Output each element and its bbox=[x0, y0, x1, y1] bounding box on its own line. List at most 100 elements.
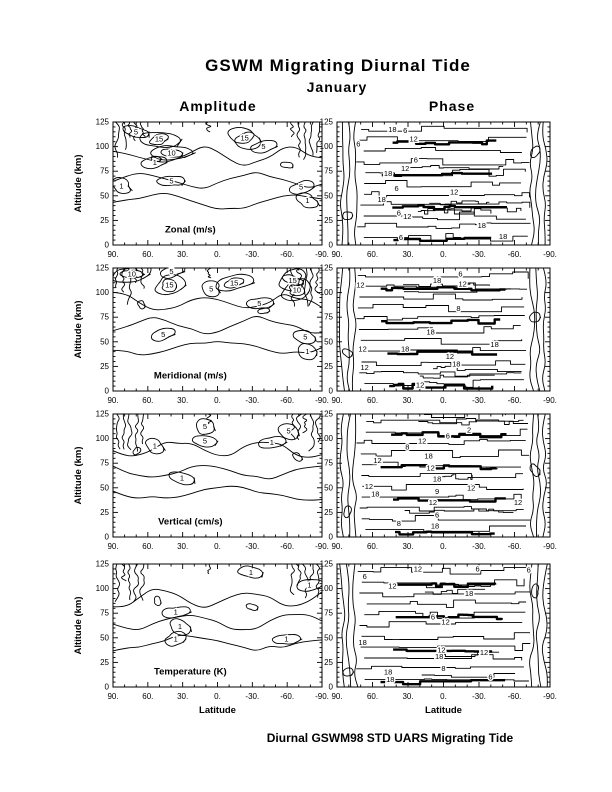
contour-line bbox=[352, 414, 357, 537]
contour-label: 8 bbox=[441, 664, 445, 673]
contour-line bbox=[529, 122, 535, 245]
contour-line bbox=[139, 122, 146, 138]
contour-line-thick bbox=[393, 497, 506, 503]
contour-line bbox=[357, 567, 527, 575]
y-axis-label: Altitude (km) bbox=[73, 300, 84, 358]
contour-line bbox=[296, 268, 302, 287]
contour-line bbox=[364, 379, 524, 388]
contour-label: 18 bbox=[427, 328, 435, 337]
x-tick-label: -60. bbox=[508, 542, 522, 551]
y-tick-label: 50 bbox=[324, 633, 333, 642]
contour-label: 1 bbox=[153, 158, 157, 167]
contour-line bbox=[289, 283, 306, 297]
contour-line bbox=[215, 273, 256, 292]
contour-line bbox=[113, 441, 322, 458]
contour-line bbox=[201, 280, 221, 298]
contour-line bbox=[127, 414, 133, 451]
contour-line bbox=[113, 588, 322, 608]
contour-line bbox=[139, 564, 145, 601]
contour-label: 1 bbox=[174, 608, 178, 617]
contour-line bbox=[419, 374, 495, 379]
figure-caption: Diurnal GSWM98 STD UARS Migrating Tide bbox=[266, 731, 514, 745]
contour-line bbox=[356, 158, 530, 166]
x-tick-label: 30. bbox=[402, 250, 413, 259]
contour-line-thick bbox=[393, 648, 493, 653]
contour-line bbox=[360, 643, 531, 651]
contour-line bbox=[278, 268, 307, 292]
contour-label: 6 bbox=[399, 233, 403, 242]
contour-line bbox=[429, 200, 490, 206]
x-tick-label: -60. bbox=[280, 542, 294, 551]
contour-line bbox=[529, 463, 541, 477]
contour-label: 12 bbox=[418, 437, 426, 446]
contour-line bbox=[114, 122, 120, 158]
panel-variable-label: Zonal (m/s) bbox=[165, 225, 216, 236]
contour-line bbox=[342, 348, 354, 359]
contour-line bbox=[113, 485, 322, 501]
contour-label: 18 bbox=[386, 675, 394, 684]
contour-line bbox=[206, 268, 212, 279]
contour-line bbox=[364, 678, 529, 682]
panel-variable-label: Temperature (K) bbox=[154, 667, 227, 678]
y-tick-label: 125 bbox=[96, 118, 110, 127]
contour-label: 12 bbox=[467, 483, 475, 492]
contour-label: 5 bbox=[209, 284, 213, 293]
contour-line-thick bbox=[395, 530, 495, 536]
contour-line bbox=[315, 564, 320, 598]
contour-line bbox=[295, 564, 302, 587]
contour-label: 12 bbox=[410, 135, 418, 144]
contour-line bbox=[359, 621, 523, 628]
contour-line bbox=[250, 139, 278, 154]
contour-label: 6 bbox=[435, 510, 439, 519]
contour-line bbox=[290, 122, 295, 138]
contour-field bbox=[339, 268, 547, 391]
x-tick-label: 90. bbox=[107, 692, 118, 701]
contour-line bbox=[119, 269, 146, 279]
contour-line bbox=[277, 423, 300, 441]
contour-label: 15 bbox=[289, 276, 297, 285]
x-tick-label: 30. bbox=[177, 542, 188, 551]
contour-line bbox=[140, 156, 168, 170]
contour-line bbox=[363, 211, 526, 221]
contour-label: 18 bbox=[490, 340, 498, 349]
contour-line bbox=[150, 155, 162, 162]
x-tick-label: 90. bbox=[331, 692, 342, 701]
contour-line bbox=[417, 208, 492, 215]
contour-line bbox=[403, 282, 490, 287]
contour-label: 1 bbox=[270, 438, 274, 447]
contour-line bbox=[541, 564, 548, 687]
contour-line-thick bbox=[393, 236, 492, 242]
contour-line bbox=[133, 564, 139, 602]
contour-line bbox=[364, 191, 530, 199]
contour-line bbox=[160, 148, 184, 158]
contour-line bbox=[114, 564, 120, 602]
y-tick-label: 125 bbox=[320, 264, 334, 273]
y-tick-label: 125 bbox=[96, 560, 110, 569]
contour-label: 15 bbox=[241, 134, 249, 143]
contour-field bbox=[113, 564, 322, 652]
y-tick-label: 25 bbox=[100, 508, 109, 517]
panel-meridional-amplitude: 90. 60. 30. 0. -30. -60. -90. 0 25 50 75 100 125 Alti… bbox=[73, 264, 329, 406]
contour-line bbox=[245, 297, 275, 310]
x-tick-label: 0. bbox=[214, 692, 221, 701]
contour-line bbox=[535, 268, 541, 391]
panel-vertical-amplitude: 90. 60. 30. 0. -30. -60. -90. 0 25 50 75 100 125 Alti… bbox=[73, 410, 329, 552]
y-tick-label: 50 bbox=[100, 633, 109, 642]
x-tick-label: 90. bbox=[107, 250, 118, 259]
contour-label: 10 bbox=[293, 286, 301, 295]
contour-field bbox=[340, 122, 548, 245]
contour-line bbox=[365, 168, 526, 177]
panel-temperature-amplitude: 90. 60. 30. 0. -30. -60. -90. 0 25 50 75 100 125 Alti… bbox=[73, 560, 329, 717]
y-tick-label: 25 bbox=[100, 216, 109, 225]
contour-line bbox=[126, 268, 132, 305]
contour-label: 15 bbox=[230, 278, 238, 287]
contour-line bbox=[308, 122, 314, 156]
contour-label: 12 bbox=[361, 363, 369, 372]
contour-line bbox=[205, 122, 212, 133]
y-tick-label: 0 bbox=[105, 533, 110, 542]
x-tick-label: -60. bbox=[508, 250, 522, 259]
contour-line bbox=[115, 414, 121, 450]
contour-line bbox=[342, 211, 354, 220]
